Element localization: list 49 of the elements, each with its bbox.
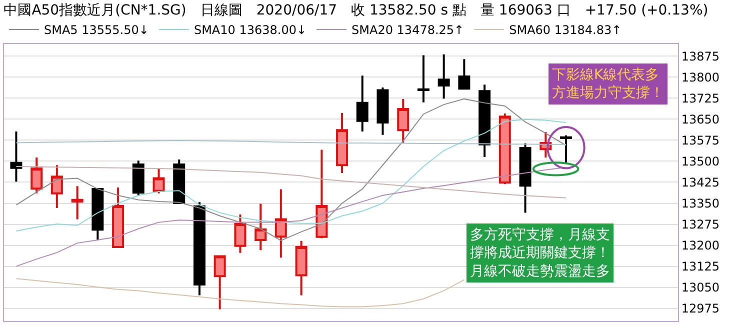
y-tick-label: 13350	[681, 196, 720, 210]
chart-title: 中國A50指數近月(CN*1.SG) 日線圖 2020/06/17 收 13582.50 s 點 量 169063 口 +17.50 (+0.13%)	[4, 2, 708, 19]
y-tick-label: 13800	[681, 70, 720, 84]
candlestick	[152, 168, 165, 194]
candlestick	[478, 84, 491, 158]
candlestick	[50, 164, 63, 210]
candlestick	[254, 202, 267, 252]
y-tick-label: 13725	[681, 91, 720, 106]
candlestick	[173, 158, 186, 204]
y-tick-label: 13125	[681, 260, 720, 274]
candlestick	[316, 148, 328, 240]
candlestick	[519, 142, 532, 214]
y-tick-label: 13500	[681, 154, 720, 168]
candlestick	[214, 255, 226, 310]
candlestick	[498, 112, 511, 186]
legend-label: SMA5 13555.50↓	[44, 23, 149, 38]
y-tick-label: 13650	[681, 112, 720, 126]
candlestick	[336, 112, 348, 174]
candlestick	[112, 186, 124, 249]
y-tick-label: 13425	[681, 175, 720, 190]
candlestick	[274, 188, 287, 259]
y-tick-label: 13050	[681, 280, 720, 295]
candlestick	[92, 187, 104, 241]
line-series	[16, 166, 567, 198]
candlestick	[234, 213, 246, 254]
candlestick	[376, 86, 389, 136]
legend-label: SMA20 13478.25↑	[352, 23, 464, 38]
candlestick	[132, 160, 144, 197]
y-tick-label: 13200	[681, 238, 720, 252]
candlestick	[10, 130, 22, 183]
candlestick	[193, 201, 206, 296]
candlestick	[417, 54, 430, 104]
candlestick	[295, 240, 308, 296]
line-series	[16, 278, 465, 308]
annotation: 下影線K線代表多方進場力守支撐！	[552, 67, 664, 102]
y-tick-label: 13275	[681, 217, 720, 232]
candlestick	[397, 98, 410, 144]
legend-label: SMA60 13184.83↑	[509, 23, 622, 38]
candlestick	[560, 134, 572, 165]
y-tick-label: 13575	[681, 133, 720, 148]
annotation: 多方死守支撐，月線支撐將成近期關鍵支撐！月線不破走勢震盪走多	[470, 227, 610, 280]
candlestick	[356, 74, 368, 132]
y-tick-label: 12975	[681, 302, 720, 316]
candlestick	[71, 185, 84, 220]
candlestick	[30, 156, 43, 194]
candlestick	[438, 53, 450, 100]
y-tick-label: 13875	[681, 49, 720, 64]
legend-label: SMA10 13638.00↓	[194, 23, 307, 38]
candlestick	[458, 58, 470, 90]
